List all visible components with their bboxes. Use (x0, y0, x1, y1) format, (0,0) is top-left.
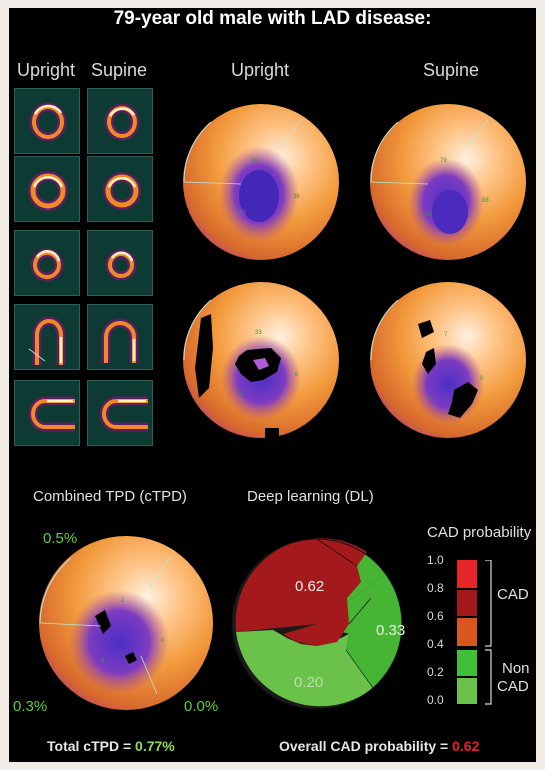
svg-text:6: 6 (295, 372, 299, 378)
dl-label-green-right: 0.33 (376, 622, 406, 639)
polar-map-supine: 79 88 61 (370, 104, 526, 260)
map-header-upright: Upright (231, 60, 290, 80)
slice-supine-short-axis-1 (87, 88, 153, 154)
slice-header-upright: Upright (17, 60, 76, 80)
dl-segment-green-right (317, 574, 403, 688)
polar-map-supine-defect: 7 0 53 (370, 282, 526, 438)
scale-tick-0-2: 0.2 (427, 665, 444, 679)
scale-swatch-1 (457, 560, 477, 588)
slice-supine-short-axis-2 (87, 156, 153, 222)
noncad-label-line2: CAD (497, 678, 529, 695)
dl-title: Deep learning (DL) (247, 488, 374, 505)
polar-map-upright-defect: 33 6 9 (183, 282, 339, 440)
svg-text:36: 36 (293, 194, 300, 200)
slice-upright-short-axis-2 (14, 156, 80, 222)
svg-text:0: 0 (161, 638, 165, 644)
svg-text:88: 88 (482, 198, 489, 204)
svg-text:61: 61 (426, 212, 433, 218)
svg-text:3: 3 (101, 658, 105, 664)
slice-supine-short-axis-3 (87, 230, 153, 296)
slice-upright-short-axis-1 (14, 88, 80, 154)
scale-tick-1-0: 1.0 (427, 553, 444, 567)
scale-swatch-2 (457, 590, 477, 616)
figure-panel: 79-year old male with LAD disease: Uprig… (9, 8, 536, 762)
svg-text:30: 30 (251, 158, 258, 164)
overall-cad-probability: Overall CAD probability = 0.62 (279, 738, 479, 754)
scale-swatch-4 (457, 650, 477, 676)
total-ctpd-label: Total cTPD = (47, 738, 136, 754)
slice-supine-long-axis-vertical (87, 304, 153, 370)
slice-upright-short-axis-3 (14, 230, 80, 296)
total-ctpd: Total cTPD = 0.77% (47, 738, 175, 754)
svg-text:53: 53 (426, 396, 433, 402)
svg-text:7: 7 (444, 332, 448, 338)
cad-bracket (485, 560, 492, 647)
figure-title: 79-year old male with LAD disease: (113, 8, 432, 29)
dl-segment-chart (231, 538, 403, 710)
dl-label-green-bottom: 0.20 (294, 674, 324, 691)
slice-header-supine: Supine (91, 60, 148, 80)
dl-segment-green-bottom (236, 630, 373, 707)
polar-map-upright: 30 36 55 (183, 104, 339, 260)
slice-upright-long-axis-vertical (14, 304, 80, 370)
svg-text:2: 2 (121, 598, 125, 604)
noncad-bracket (485, 649, 492, 705)
ctpd-left-value: 0.3% (13, 698, 48, 715)
svg-text:33: 33 (255, 330, 262, 336)
ctpd-top-value: 0.5% (43, 530, 78, 547)
svg-text:0: 0 (480, 376, 484, 382)
overall-cad-label: Overall CAD probability = (279, 738, 453, 754)
scale-tick-0-6: 0.6 (427, 609, 444, 623)
svg-text:9: 9 (239, 392, 243, 398)
scale-tick-0-4: 0.4 (427, 637, 444, 651)
ctpd-title: Combined TPD (cTPD) (33, 488, 187, 505)
svg-text:79: 79 (440, 158, 447, 164)
scale-tick-0-0: 0.0 (427, 693, 444, 707)
slice-upright-long-axis-horizontal (14, 380, 80, 446)
scale-swatch-3 (457, 618, 477, 646)
polar-map-ctpd: 2 0 3 (39, 536, 213, 710)
total-ctpd-value: 0.77% (135, 738, 175, 754)
scale-swatch-5 (457, 678, 477, 704)
noncad-label-line1: Non (502, 660, 530, 677)
overall-cad-value: 0.62 (452, 738, 480, 754)
scale-tick-0-8: 0.8 (427, 581, 444, 595)
probability-scale (457, 560, 492, 705)
map-header-supine: Supine (423, 60, 480, 80)
cad-label: CAD (497, 586, 529, 603)
probability-scale-title: CAD probability (427, 524, 532, 541)
slice-supine-long-axis-horizontal (87, 380, 153, 446)
svg-text:55: 55 (239, 210, 246, 216)
dl-label-red: 0.62 (295, 578, 325, 595)
dl-segment-red (235, 538, 367, 646)
ctpd-right-value: 0.0% (184, 698, 219, 715)
